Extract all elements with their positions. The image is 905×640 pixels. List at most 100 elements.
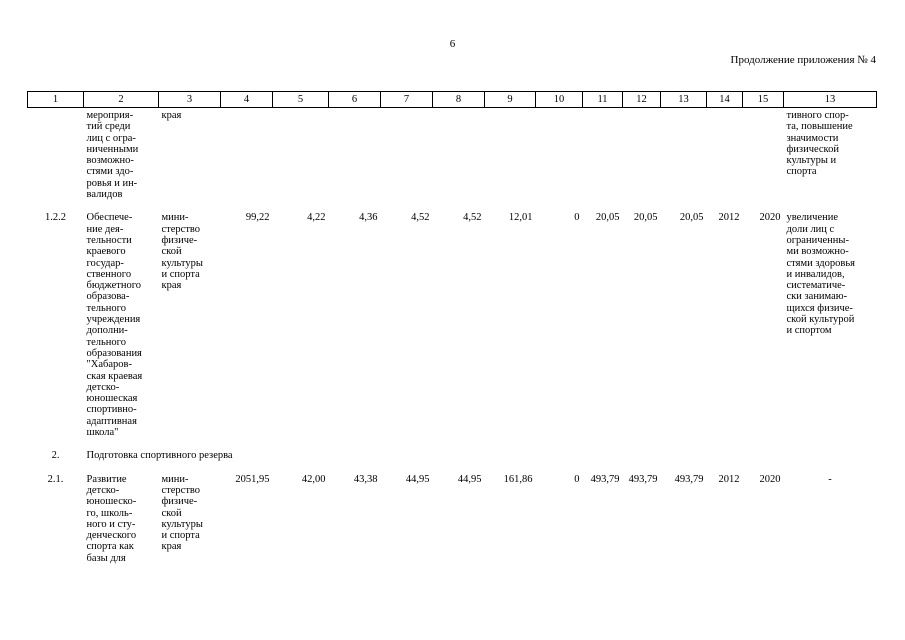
table-cell: 44,95: [381, 472, 433, 574]
cell-line: мероприя-: [86, 110, 134, 121]
table-cell: 161,86: [485, 472, 536, 574]
cell-text: 4,22: [307, 212, 326, 224]
cell-line: ской: [161, 246, 182, 258]
table: 1 2 3 4 5 6 7 8 9 10 11 12 13 14 15 13 мероприя-тий сре…: [27, 91, 877, 574]
table-cell: [536, 108, 583, 211]
cell-line: ской культурой: [786, 314, 855, 326]
table-cell: [329, 108, 381, 211]
cell-line: увеличение: [786, 212, 839, 224]
cell-line: "Хабаров-: [86, 359, 133, 371]
cell-line: и спорта: [161, 530, 200, 542]
table-cell: тивного спор-та, повышение значимости физи…: [784, 108, 877, 211]
table-cell: 2020: [743, 210, 784, 448]
cell-text: 493,79: [628, 473, 658, 485]
header-cell: 14: [706, 91, 743, 108]
cell-line: и инвалидов,: [786, 268, 845, 280]
table-row: 2.1. Развитие детско-юношеско-го, школь-но…: [28, 472, 877, 574]
cell-text: 4,52: [463, 212, 482, 224]
header-cell: 4: [220, 91, 273, 108]
table-cell: 99,22: [221, 210, 273, 448]
table-body: мероприя-тий среди лиц с огра-ниченными во…: [28, 108, 877, 574]
cell-line: ственного: [86, 268, 132, 280]
table-cell: 20,05: [661, 210, 707, 448]
cell-line: государ-: [86, 257, 124, 269]
table-cell: [743, 108, 784, 211]
cell-line: юношеская: [86, 393, 138, 405]
table-cell: мини-стерство физиче-ской культуры и спорта…: [159, 472, 221, 574]
table-cell: края: [159, 108, 221, 211]
cell-line: Подготовка спортивного резерва: [86, 450, 233, 462]
cell-line: тельного: [86, 336, 126, 348]
cell-line: спорта как: [86, 541, 134, 553]
cell-text: 20,05: [679, 212, 704, 224]
continuation-note: Продолжение приложения № 4: [730, 54, 876, 66]
table-row: 1.2.2 Обеспече-ние дея-тельности краевого г…: [28, 210, 877, 448]
cell-line: тельного: [86, 302, 126, 314]
cell-text: 43,38: [353, 473, 378, 485]
table-row: мероприя-тий среди лиц с огра-ниченными во…: [28, 108, 877, 211]
table-cell: 493,79: [583, 472, 623, 574]
cell-line: культуры: [161, 518, 203, 530]
table-cell: 0: [536, 210, 583, 448]
cell-text: 2012: [718, 212, 740, 224]
header-cell: 13: [660, 91, 707, 108]
table-cell: [485, 108, 536, 211]
cell-text: 1.2.2: [45, 212, 66, 224]
cell-line: ская краевая: [86, 370, 143, 382]
table-cell: 2020: [743, 472, 784, 574]
cell-line: та, повышение: [786, 121, 853, 133]
cell-line: значимости: [786, 132, 839, 144]
cell-line: детско-: [86, 484, 120, 496]
cell-text: 20,05: [633, 212, 658, 224]
cell-line: ние дея-: [86, 223, 124, 235]
cell-line: -: [828, 473, 832, 485]
table-cell: [707, 108, 743, 211]
page-number: 6: [449, 38, 456, 50]
cell-line: тельности: [86, 234, 132, 246]
cell-line: денческого: [86, 530, 137, 542]
cell-line: Развитие: [86, 473, 127, 485]
header-cell: 3: [158, 91, 221, 108]
cell-line: стями здоровья: [786, 257, 855, 269]
cell-line: мини-: [161, 212, 189, 224]
cell-line: физиче-: [161, 496, 198, 508]
cell-text: 2012: [718, 473, 740, 485]
table-cell: 493,79: [661, 472, 707, 574]
table-cell: 4,22: [273, 210, 329, 448]
table-cell: 2.1.: [28, 472, 84, 574]
cell-line: щихся физиче-: [786, 302, 853, 314]
table-cell: [661, 108, 707, 211]
table-cell: 493,79: [623, 472, 661, 574]
table-cell: 42,00: [273, 472, 329, 574]
header-cell: 12: [622, 91, 661, 108]
cell-line: физиче-: [161, 234, 198, 246]
cell-line: базы для: [86, 552, 126, 564]
header-cell: 7: [380, 91, 433, 108]
cell-line: ми возможно-: [786, 246, 849, 258]
cell-line: культуры и: [786, 155, 837, 167]
cell-text: 493,79: [590, 473, 620, 485]
cell-text: 42,00: [301, 473, 326, 485]
table-cell: 2012: [707, 472, 743, 574]
header-cell: 10: [535, 91, 583, 108]
cell-line: школа": [86, 427, 119, 439]
cell-text: 0: [574, 473, 580, 485]
cell-line: бюджетного: [86, 280, 142, 292]
cell-line: учреждения: [86, 314, 141, 326]
cell-line: дополни-: [86, 325, 128, 337]
cell-text: 0: [574, 212, 580, 224]
cell-text: 161,86: [503, 473, 533, 485]
cell-line: ограниченны-: [786, 234, 849, 246]
cell-line: спорта: [786, 166, 817, 178]
cell-line: края: [161, 280, 182, 292]
table-cell: [433, 108, 485, 211]
cell-line: стями здо-: [86, 166, 134, 178]
cell-line: доли лиц с: [786, 223, 835, 235]
cell-text: 20,05: [595, 212, 620, 224]
table-cell: Обеспече-ние дея-тельности краевого госуда…: [84, 210, 159, 448]
cell-text: 99,22: [245, 212, 270, 224]
cell-text: 2.: [51, 450, 60, 462]
header-cell: 5: [272, 91, 329, 108]
header-cell: 11: [582, 91, 623, 108]
